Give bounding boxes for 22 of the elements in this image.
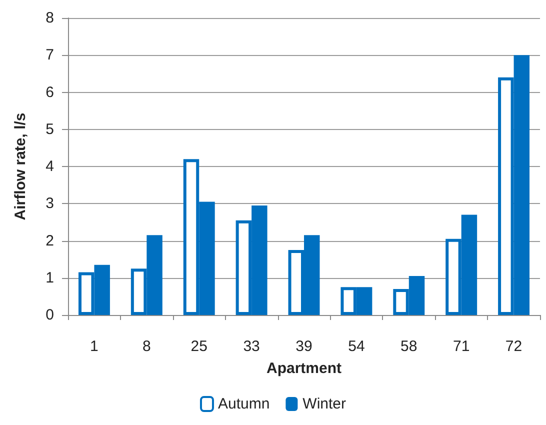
y-tick-label: 1	[46, 269, 54, 286]
y-tick-label: 0	[46, 306, 54, 324]
y-axis-title: Airflow rate, l/s	[12, 112, 29, 220]
legend-label: Autumn	[218, 396, 270, 412]
x-tick-label: 1	[90, 338, 98, 355]
y-tick-label: 3	[46, 195, 54, 212]
legend-label: Winter	[302, 396, 346, 412]
x-axis-title: Apartment	[266, 360, 342, 377]
x-tick-label: 72	[505, 338, 522, 355]
x-tick-label: 33	[243, 338, 260, 355]
y-tick-label: 7	[46, 46, 54, 64]
y-tick-label: 6	[46, 84, 54, 101]
y-tick-label: 4	[46, 158, 54, 175]
x-tick-label: 71	[452, 338, 470, 355]
x-tick-label: 25	[190, 338, 208, 355]
y-tick-label: 5	[46, 120, 54, 138]
x-tick-label: 39	[296, 338, 312, 355]
x-tick-label: 54	[348, 338, 365, 355]
y-tick-label: 2	[46, 232, 54, 250]
x-tick-label: 58	[400, 338, 418, 355]
x-tick-label: 8	[142, 338, 151, 355]
y-tick-label: 8	[46, 10, 54, 26]
